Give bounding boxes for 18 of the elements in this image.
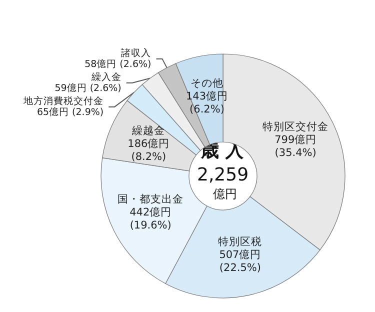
slice-label: 国・都支出金 — [118, 192, 184, 206]
data-label: 507億円 (22.5%) — [219, 248, 262, 274]
slice-label: 諸収入 — [121, 46, 152, 59]
data-label: 186億円 (8.2%) — [128, 136, 170, 163]
data-label: 143億円 (6.2%) — [186, 90, 228, 116]
slice-label: 特別区税 — [218, 235, 262, 248]
slice-label: 繰入金 — [90, 70, 122, 83]
data-label: 799億円 (35.4%) — [274, 133, 317, 160]
text: 2,259 — [197, 164, 249, 186]
data-label: 442億円 (19.6%) — [130, 205, 172, 232]
slice-label: その他 — [190, 78, 224, 90]
data-label: 58億円 (2.6%) — [84, 58, 152, 70]
slice-label: 特別区交付金 — [262, 120, 329, 134]
slice-label: 地方消費税交付金 — [22, 94, 104, 107]
text: 億円 — [213, 187, 237, 201]
slice-label: 繰越金 — [131, 124, 166, 137]
data-label: 59億円 (2.6%) — [54, 82, 122, 94]
data-label: 65億円 (2.9%) — [36, 106, 104, 118]
